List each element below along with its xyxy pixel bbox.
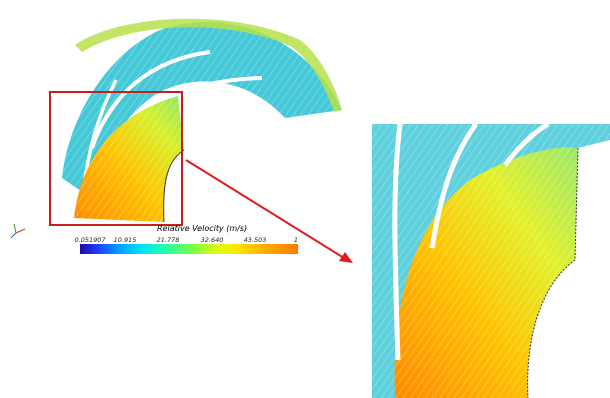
zoom-inlet-arc (527, 147, 579, 398)
impeller-main-view (62, 18, 342, 223)
impeller-zoom-view (372, 124, 610, 398)
highlight-box (49, 91, 183, 226)
triad-y-axis (13, 223, 17, 234)
colorbar-tick: 1 (293, 236, 299, 244)
colorbar-tick: 21.778 (156, 236, 180, 244)
inlet-arc (163, 149, 185, 223)
zoom-blade-2 (429, 124, 479, 249)
colorbar-title: Relative Velocity (m/s) (157, 224, 248, 233)
axis-triad (10, 223, 26, 239)
triad-z-axis (10, 232, 17, 239)
zoom-cutout (527, 140, 610, 398)
colorbar-tick: 10.915 (113, 236, 137, 244)
zoom-arrow-head (339, 252, 353, 263)
zoom-arrow-shaft (185, 159, 345, 259)
zoom-blade-1 (392, 124, 403, 361)
zoom-arrow (185, 159, 353, 263)
triad-x-axis (15, 228, 26, 234)
colorbar (80, 244, 298, 254)
colorbar-tick: 43.503 (243, 236, 267, 244)
impeller-outer-streaks (62, 21, 342, 200)
colorbar-tick: 32.640 (200, 236, 224, 244)
hub-streaks (74, 96, 184, 222)
zoom-blade-3 (503, 124, 550, 167)
colorbar-tick: 0.051907 (74, 236, 106, 244)
blade-1 (90, 50, 211, 149)
